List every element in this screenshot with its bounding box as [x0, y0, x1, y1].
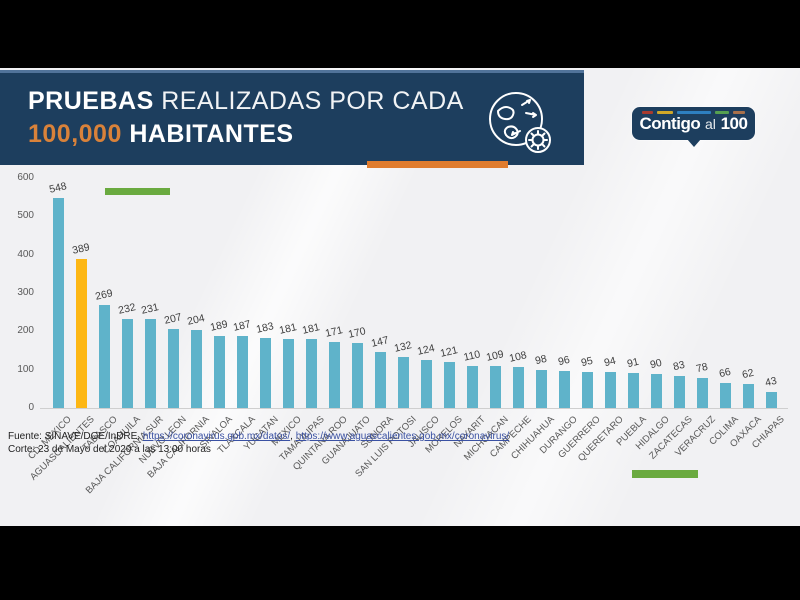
bar-chiapas: [765, 391, 777, 408]
logo-color-dashes: [642, 111, 746, 114]
green-annotation-bar-bottom: [632, 470, 698, 478]
link-coronavirus-gob[interactable]: https://coronavirus.gob.mx/datos/: [142, 431, 291, 442]
bar-hidalgo: [650, 373, 662, 408]
bar-puebla: [627, 373, 639, 408]
bar-baja-california-sur: [144, 319, 156, 408]
bar-nayarit: [466, 365, 478, 408]
logo-dash-blue: [677, 111, 711, 114]
y-axis-tick-label: 100: [17, 363, 34, 375]
bar-campeche: [512, 366, 524, 408]
bar-mexico: [282, 338, 294, 408]
green-annotation-bar-top: [105, 188, 170, 195]
bar-oaxaca: [742, 384, 754, 408]
fuente-line: Fuente: SINAVE/DGE/InDRE, https://corona…: [8, 430, 509, 443]
bar-value-label: 269: [94, 287, 114, 303]
bar-baja-california: [190, 329, 202, 408]
y-axis-tick-label: 200: [17, 325, 34, 337]
corte-line: Corte: 23 de Mayo del 2020 a las 13:00 h…: [8, 444, 211, 455]
orange-accent-bar: [367, 161, 508, 168]
link-aguascalientes[interactable]: https://www.aguascalientes.gob.mx/corona…: [295, 431, 510, 442]
logo-dash-brown: [733, 111, 746, 114]
logo-speech-tail: [687, 139, 701, 147]
header-panel: PRUEBAS REALIZADAS POR CADA 100,000 HABI…: [0, 70, 584, 165]
logo-text: Contigo al 100: [639, 114, 748, 133]
y-axis-tick-label: 600: [17, 172, 34, 183]
link-separator: ,: [290, 431, 296, 442]
bar-san-luis-potosi: [397, 357, 409, 408]
bar-michoacan: [489, 366, 501, 408]
contigo-al-100-logo: Contigo al 100: [632, 107, 755, 147]
bar-coahuila: [121, 319, 133, 408]
bar-chihuahua: [535, 370, 547, 408]
logo-dash-red: [642, 111, 653, 114]
bar-tlaxcala: [236, 336, 248, 408]
slide: PRUEBAS REALIZADAS POR CADA 100,000 HABI…: [0, 68, 800, 526]
bar-tamaulipas: [305, 338, 317, 408]
bar-zacatecas: [673, 376, 685, 408]
bar-jalisco: [420, 360, 432, 408]
bar-sinaloa: [213, 335, 225, 408]
bar-durango: [558, 371, 570, 408]
bar-sonora: [374, 351, 386, 408]
y-axis-tick-label: 300: [17, 287, 34, 298]
bar-colima: [719, 382, 731, 408]
y-axis-tick-label: 500: [17, 210, 34, 222]
source-footer: Fuente: SINAVE/DGE/InDRE, https://corona…: [8, 430, 509, 456]
logo-dash-green: [714, 111, 730, 114]
bar-quintana-roo: [328, 342, 340, 408]
bar-nuevo-leon: [167, 328, 179, 408]
logo-dash-yellow: [656, 111, 674, 114]
bar-guerrero: [581, 371, 593, 408]
bar-value-label: 389: [71, 241, 91, 257]
bar-queretaro: [604, 371, 616, 408]
title-line2: 100,000 HABITANTES: [28, 120, 294, 148]
bar-aguascalientes: [75, 258, 87, 408]
bar-yucatan: [259, 337, 271, 408]
page-title: PRUEBAS REALIZADAS POR CADA 100,000 HABI…: [28, 85, 464, 151]
bar-tabasco: [98, 304, 110, 408]
title-line1: PRUEBAS REALIZADAS POR CADA: [28, 87, 464, 115]
y-axis-tick-label: 0: [28, 402, 34, 413]
bar-veracruz: [696, 378, 708, 408]
bar-value-label: 548: [48, 180, 68, 196]
globe-virus-icon: [489, 92, 551, 153]
y-axis-tick-label: 400: [17, 248, 34, 260]
letterbox-top: [0, 0, 800, 68]
bar-cd-mexico: [52, 197, 64, 408]
fuente-text: Fuente: SINAVE/DGE/InDRE,: [8, 431, 143, 442]
bar-morelos: [443, 361, 455, 408]
letterbox-bottom: [0, 526, 800, 600]
x-axis-line: [40, 408, 788, 409]
bar-guanajuato: [351, 342, 363, 408]
